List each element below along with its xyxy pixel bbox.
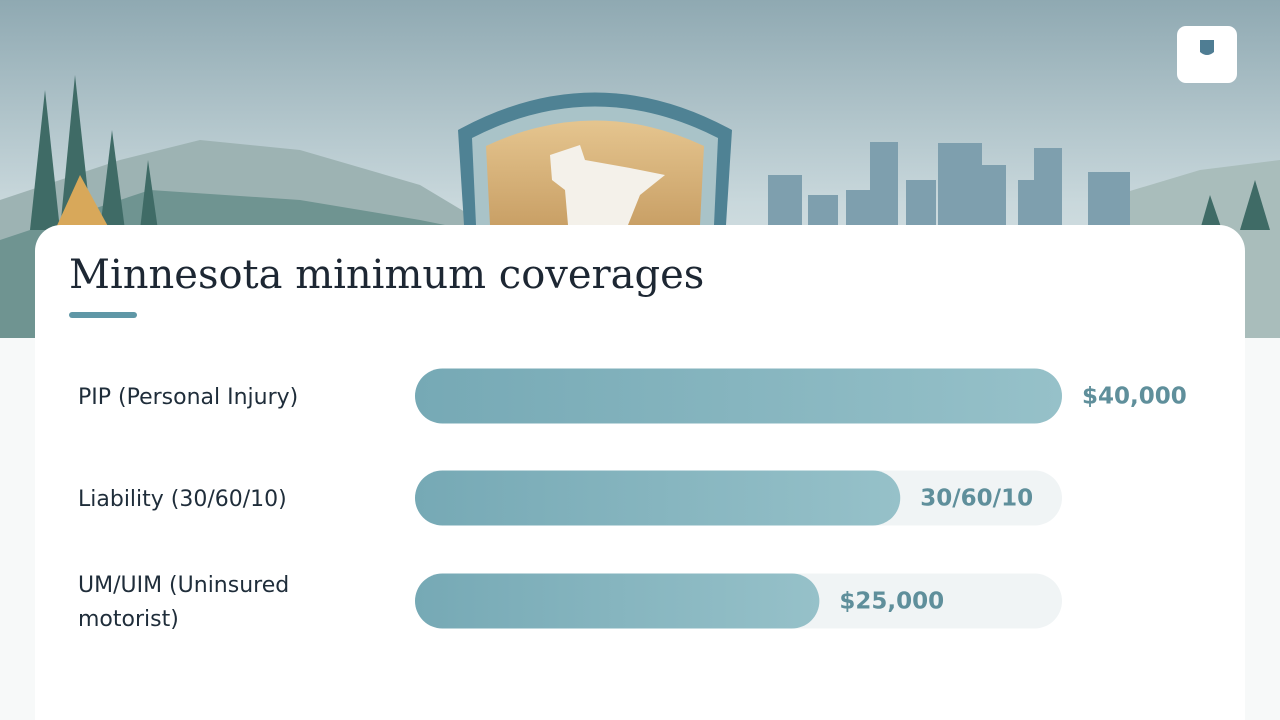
title-underline [69,312,137,318]
category-label: Liability (30/60/10) [78,487,287,512]
category-label-line: Liability (30/60/10) [78,487,287,512]
bar [415,573,820,629]
category-label-line: PIP (Personal Injury) [78,385,298,410]
category-label-line: motorist) [78,607,179,632]
bar [415,470,901,526]
value-label: $40,000 [1082,384,1187,410]
category-label: PIP (Personal Injury) [78,385,298,410]
bar-rows: $40,000 PIP (Personal Injury) 30/60/10 Liab… [78,368,1187,632]
category-label: UM/UIM (Uninsured motorist) [78,573,289,632]
category-label-line: UM/UIM (Uninsured [78,573,289,598]
value-label: $25,000 [839,589,944,615]
chart-title: Minnesota minimum coverages [69,252,704,298]
logo-icon [1200,40,1214,55]
value-label: 30/60/10 [920,486,1033,512]
bar [415,368,1062,424]
